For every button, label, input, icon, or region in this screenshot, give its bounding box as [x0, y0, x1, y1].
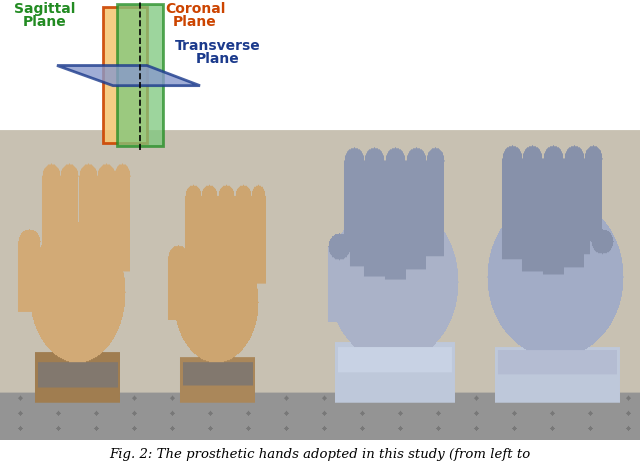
Text: Plane: Plane — [173, 15, 217, 29]
Text: Fig. 2: The prosthetic hands adopted in this study (from left to: Fig. 2: The prosthetic hands adopted in … — [109, 447, 531, 461]
Text: Coronal: Coronal — [165, 2, 225, 16]
Polygon shape — [117, 4, 163, 146]
Polygon shape — [57, 65, 200, 86]
Text: Plane: Plane — [196, 52, 240, 66]
Text: Transverse: Transverse — [175, 39, 261, 53]
Text: Plane: Plane — [23, 15, 67, 29]
Text: Sagittal: Sagittal — [14, 2, 76, 16]
Polygon shape — [103, 7, 147, 143]
